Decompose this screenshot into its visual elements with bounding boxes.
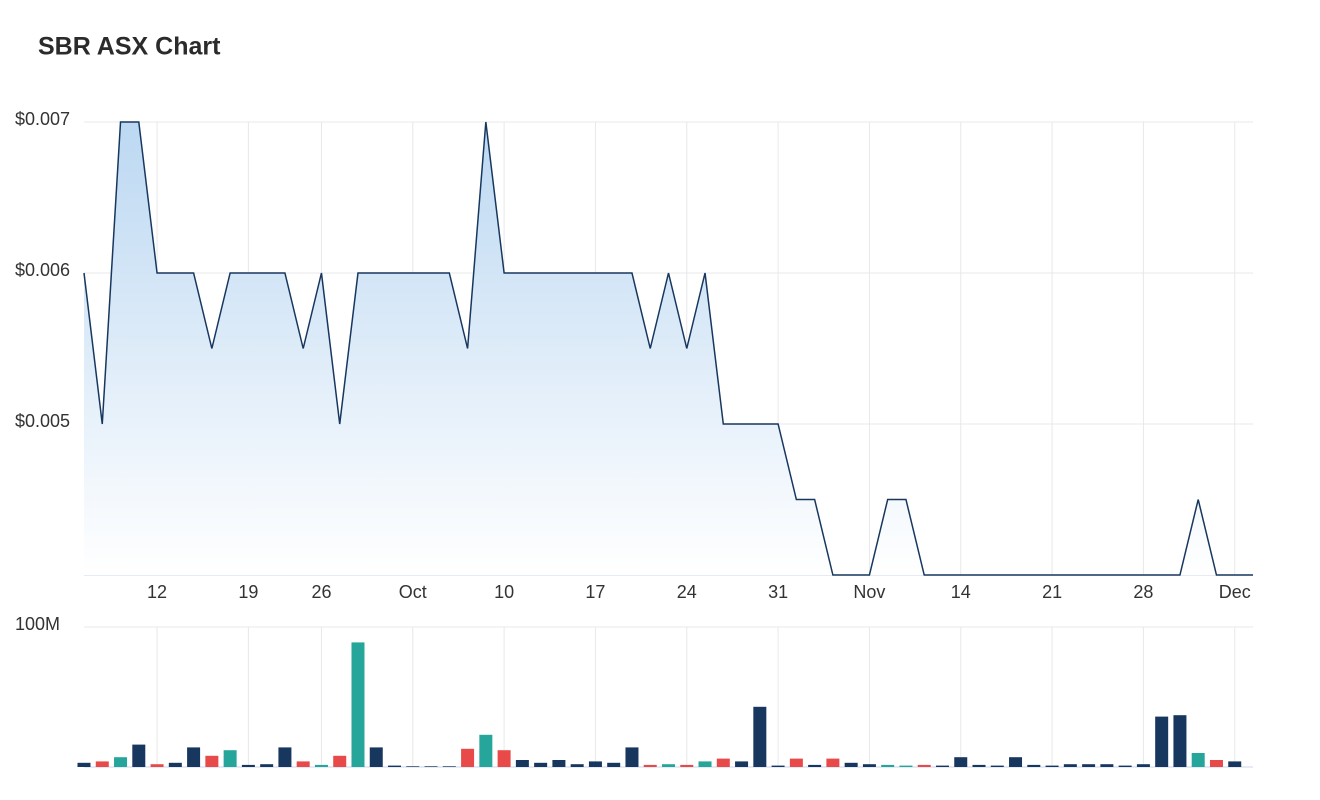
volume-bar — [497, 750, 511, 767]
volume-bar — [1155, 716, 1169, 767]
y-tick-label: 100M — [15, 614, 60, 634]
volume-bar — [479, 734, 493, 767]
volume-bar — [1118, 765, 1132, 767]
x-tick-label: 31 — [768, 582, 788, 602]
volume-bar — [1136, 764, 1150, 767]
volume-bar — [333, 755, 347, 767]
x-tick-label: 24 — [677, 582, 697, 602]
chart-title: SBR ASX Chart — [38, 33, 221, 61]
volume-bar — [1027, 764, 1041, 767]
price-line — [83, 121, 1253, 576]
volume-bar — [990, 765, 1004, 767]
volume-bar — [132, 744, 146, 767]
x-tick-label: 17 — [585, 582, 605, 602]
volume-bar — [205, 755, 219, 767]
x-tick-label: Dec — [1219, 582, 1251, 602]
volume-bar — [1191, 753, 1205, 767]
volume-bar — [406, 766, 420, 767]
volume-bar — [515, 760, 529, 767]
volume-bar — [369, 747, 383, 767]
x-tick-label: 14 — [951, 582, 971, 602]
volume-bar — [789, 758, 803, 767]
volume-bar — [223, 750, 237, 767]
volume-bar — [570, 764, 584, 767]
volume-bar — [168, 762, 182, 767]
volume-bar — [1100, 764, 1114, 767]
volume-bar — [388, 765, 402, 767]
volume-bar — [114, 757, 128, 767]
volume-bar — [314, 764, 328, 767]
volume-bar — [662, 764, 675, 767]
volume-bar — [771, 765, 785, 767]
volume-bar — [808, 764, 822, 767]
volume-bar — [351, 642, 365, 767]
volume-bar — [260, 764, 274, 767]
volume-bar — [607, 762, 621, 767]
x-tick-label: 21 — [1042, 582, 1062, 602]
volume-bar — [1173, 715, 1187, 767]
volume-bar — [442, 766, 456, 767]
volume-bar — [862, 764, 876, 767]
x-tick-label: 26 — [311, 582, 331, 602]
volume-bar — [698, 761, 712, 767]
volume-bar — [1209, 760, 1223, 767]
volume-bar — [95, 761, 109, 767]
volume-bar — [534, 762, 548, 767]
volume-bar — [424, 766, 438, 767]
x-tick-label: 19 — [238, 582, 258, 602]
volume-bar — [935, 765, 949, 767]
volume-bar — [1063, 764, 1077, 767]
volume-bar — [844, 762, 858, 767]
volume-bar — [278, 747, 292, 767]
volume-bar — [461, 748, 475, 767]
volume-bar — [1228, 761, 1242, 767]
volume-bar — [1045, 765, 1059, 767]
volume-bar — [588, 761, 602, 767]
volume-bar — [77, 762, 91, 767]
y-tick-label: $0.005 — [15, 411, 70, 431]
x-tick-label: 28 — [1133, 582, 1153, 602]
volume-bar — [680, 764, 694, 767]
volume-bar — [753, 706, 767, 767]
volume-bar — [917, 764, 931, 767]
volume-bar — [735, 761, 749, 767]
volume-bar — [296, 761, 310, 767]
volume-bar — [150, 764, 164, 767]
x-tick-label: Oct — [399, 582, 427, 602]
y-tick-label: $0.007 — [15, 109, 70, 129]
volume-bar — [954, 757, 968, 767]
volume-bar — [972, 764, 986, 767]
volume-bar — [552, 760, 566, 767]
x-tick-label: 12 — [147, 582, 167, 602]
volume-bar — [625, 747, 639, 767]
volume-bar — [1009, 757, 1023, 767]
volume-bar — [643, 764, 657, 767]
volume-bar — [881, 764, 895, 767]
volume-bar — [899, 765, 913, 767]
y-tick-label: $0.006 — [15, 260, 70, 280]
price-area — [84, 122, 1253, 575]
volume-bar — [1082, 764, 1096, 767]
volume-bar — [716, 758, 730, 767]
x-tick-label: Nov — [853, 582, 885, 602]
volume-bar — [241, 764, 255, 767]
x-tick-label: 10 — [494, 582, 514, 602]
volume-bar — [826, 758, 840, 767]
volume-bar — [187, 747, 201, 767]
